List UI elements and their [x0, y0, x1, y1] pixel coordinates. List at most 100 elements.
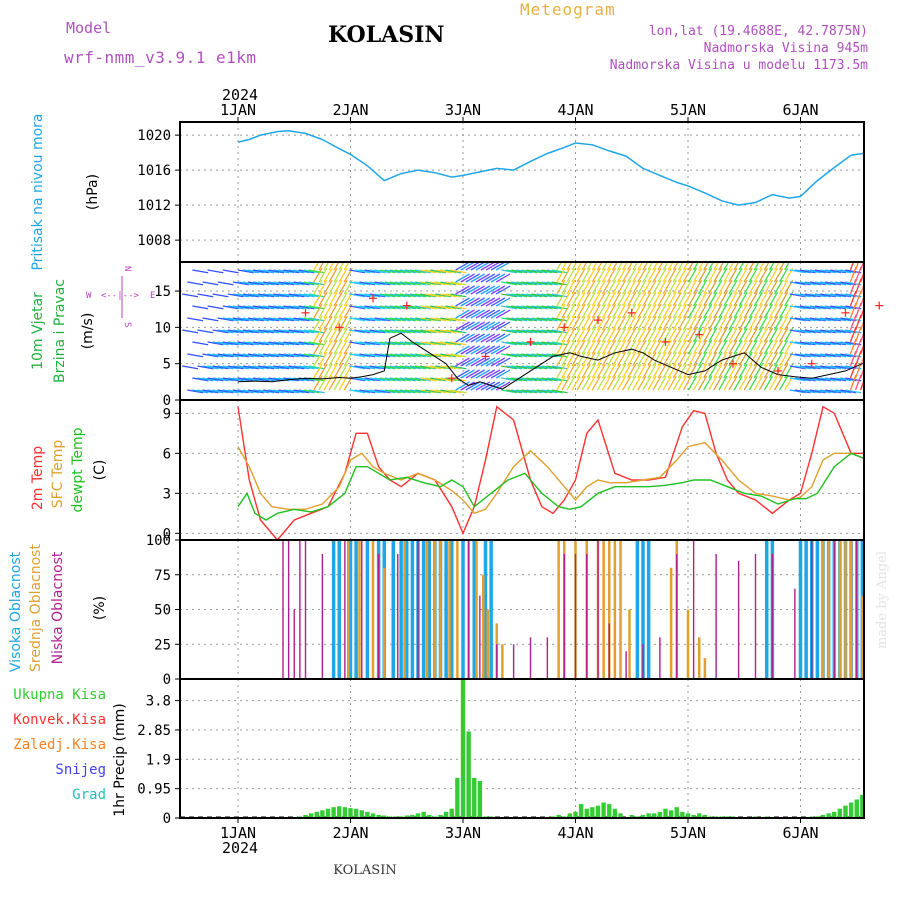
- wind-arrow: [359, 281, 376, 286]
- wind-arrow: [576, 315, 586, 331]
- wind-arrow: [354, 317, 371, 322]
- wind-arrow: [728, 262, 735, 271]
- cloud-bar: [450, 540, 454, 679]
- wind-arrow: [541, 377, 558, 382]
- wind-arrow: [207, 269, 224, 274]
- wind-arrow: [369, 353, 386, 358]
- pressure-ytick-label: 1020: [137, 128, 171, 144]
- wind-arrow: [258, 281, 275, 286]
- wind-arrow: [349, 293, 366, 298]
- wind-arrow: [409, 377, 426, 382]
- cloud-bar: [794, 588, 796, 679]
- wind-arrow: [460, 309, 475, 319]
- wind-arrow: [743, 327, 753, 343]
- wind-arrow: [617, 375, 627, 391]
- cloud-bar: [377, 553, 380, 679]
- wind-arrow: [835, 365, 852, 370]
- wind-arrow: [652, 351, 662, 367]
- wind-arrow: [657, 363, 667, 379]
- wind-arrow: [374, 353, 391, 358]
- pressure-panel-bg: [180, 122, 864, 262]
- precip-bar: [877, 796, 881, 818]
- wind-arrow: [268, 317, 285, 322]
- wind-arrow: [384, 269, 401, 274]
- wind-arrow: [247, 377, 264, 382]
- wind-arrow: [394, 329, 411, 334]
- wind-arrow: [516, 365, 533, 370]
- wind-arrow: [455, 333, 470, 343]
- wind-arrow: [672, 351, 682, 367]
- wind-arrow: [601, 303, 612, 319]
- wind-arrow: [551, 377, 568, 382]
- wind-arrow: [399, 377, 416, 382]
- wind-arrow: [566, 279, 576, 295]
- wind-arrow: [495, 333, 511, 343]
- cloud-bar: [608, 540, 611, 679]
- wind-arrow: [637, 375, 647, 391]
- wind-arrow: [703, 339, 713, 355]
- wind-arrow: [596, 315, 606, 331]
- wind-arrow: [490, 369, 506, 379]
- wind-arrow: [480, 345, 496, 355]
- wind-arrow: [682, 363, 693, 379]
- wind-ytick-label: 0: [163, 393, 171, 409]
- wind-arrow: [470, 285, 485, 295]
- precip-bar: [691, 814, 696, 818]
- wind-arrow: [237, 329, 254, 334]
- wind-arrow: [354, 353, 371, 358]
- wind-arrow: [677, 339, 687, 355]
- precip-bar: [348, 808, 353, 818]
- cloud-bar: [849, 540, 853, 679]
- wind-arrow: [374, 317, 391, 322]
- wind-arrow: [288, 389, 305, 394]
- wind-arrow: [490, 297, 506, 307]
- wind-arrow: [536, 269, 553, 274]
- wind-arrow: [748, 315, 758, 331]
- wind-arrow: [440, 353, 457, 358]
- wind-arrow: [323, 363, 333, 379]
- wind-arrow: [506, 305, 523, 310]
- wind-arrow: [596, 375, 606, 391]
- wind-arrow: [586, 291, 596, 307]
- wind-arrow: [652, 339, 662, 355]
- wind-arrow: [622, 375, 632, 391]
- wind-arrow: [531, 377, 548, 382]
- cloud-bar: [641, 540, 645, 679]
- precip-bar: [376, 814, 381, 818]
- wind-arrow: [359, 305, 376, 310]
- wind-arrow: [501, 269, 518, 274]
- wind-arrow: [253, 281, 269, 286]
- cloud-bar: [456, 540, 459, 679]
- wind-arrow: [566, 375, 576, 391]
- wind-arrow: [541, 341, 558, 346]
- wind-arrow: [480, 297, 496, 307]
- wind-arrow: [490, 381, 506, 391]
- wind-arrow: [521, 293, 538, 298]
- wind-arrow: [470, 321, 485, 331]
- wind-arrow: [687, 303, 698, 319]
- wind-arrow: [318, 339, 328, 355]
- wind-arrow: [606, 279, 617, 295]
- wind-arrow: [637, 291, 647, 307]
- wind-arrow: [768, 375, 779, 391]
- wind-arrow: [490, 345, 506, 355]
- wind-arrow: [247, 329, 264, 334]
- wind-arrow: [667, 262, 674, 271]
- wind-arrow: [758, 279, 768, 295]
- precip-bar: [618, 813, 623, 818]
- wind-arrow: [708, 279, 718, 295]
- wind-arrow: [333, 303, 343, 319]
- wind-arrow: [409, 293, 426, 298]
- wind-arrow: [237, 293, 254, 298]
- wind-arrow: [611, 262, 618, 271]
- cloud-bar: [754, 553, 757, 679]
- wind-arrow: [440, 281, 457, 286]
- wind-arrow: [318, 262, 325, 271]
- wind-arrow: [687, 339, 698, 355]
- wind-arrow: [814, 281, 831, 286]
- wind-arrow: [854, 290, 862, 307]
- cloud-bar: [475, 540, 478, 679]
- wind-arrow: [394, 305, 411, 310]
- wind-arrow: [323, 267, 333, 283]
- wind-arrow: [495, 345, 511, 355]
